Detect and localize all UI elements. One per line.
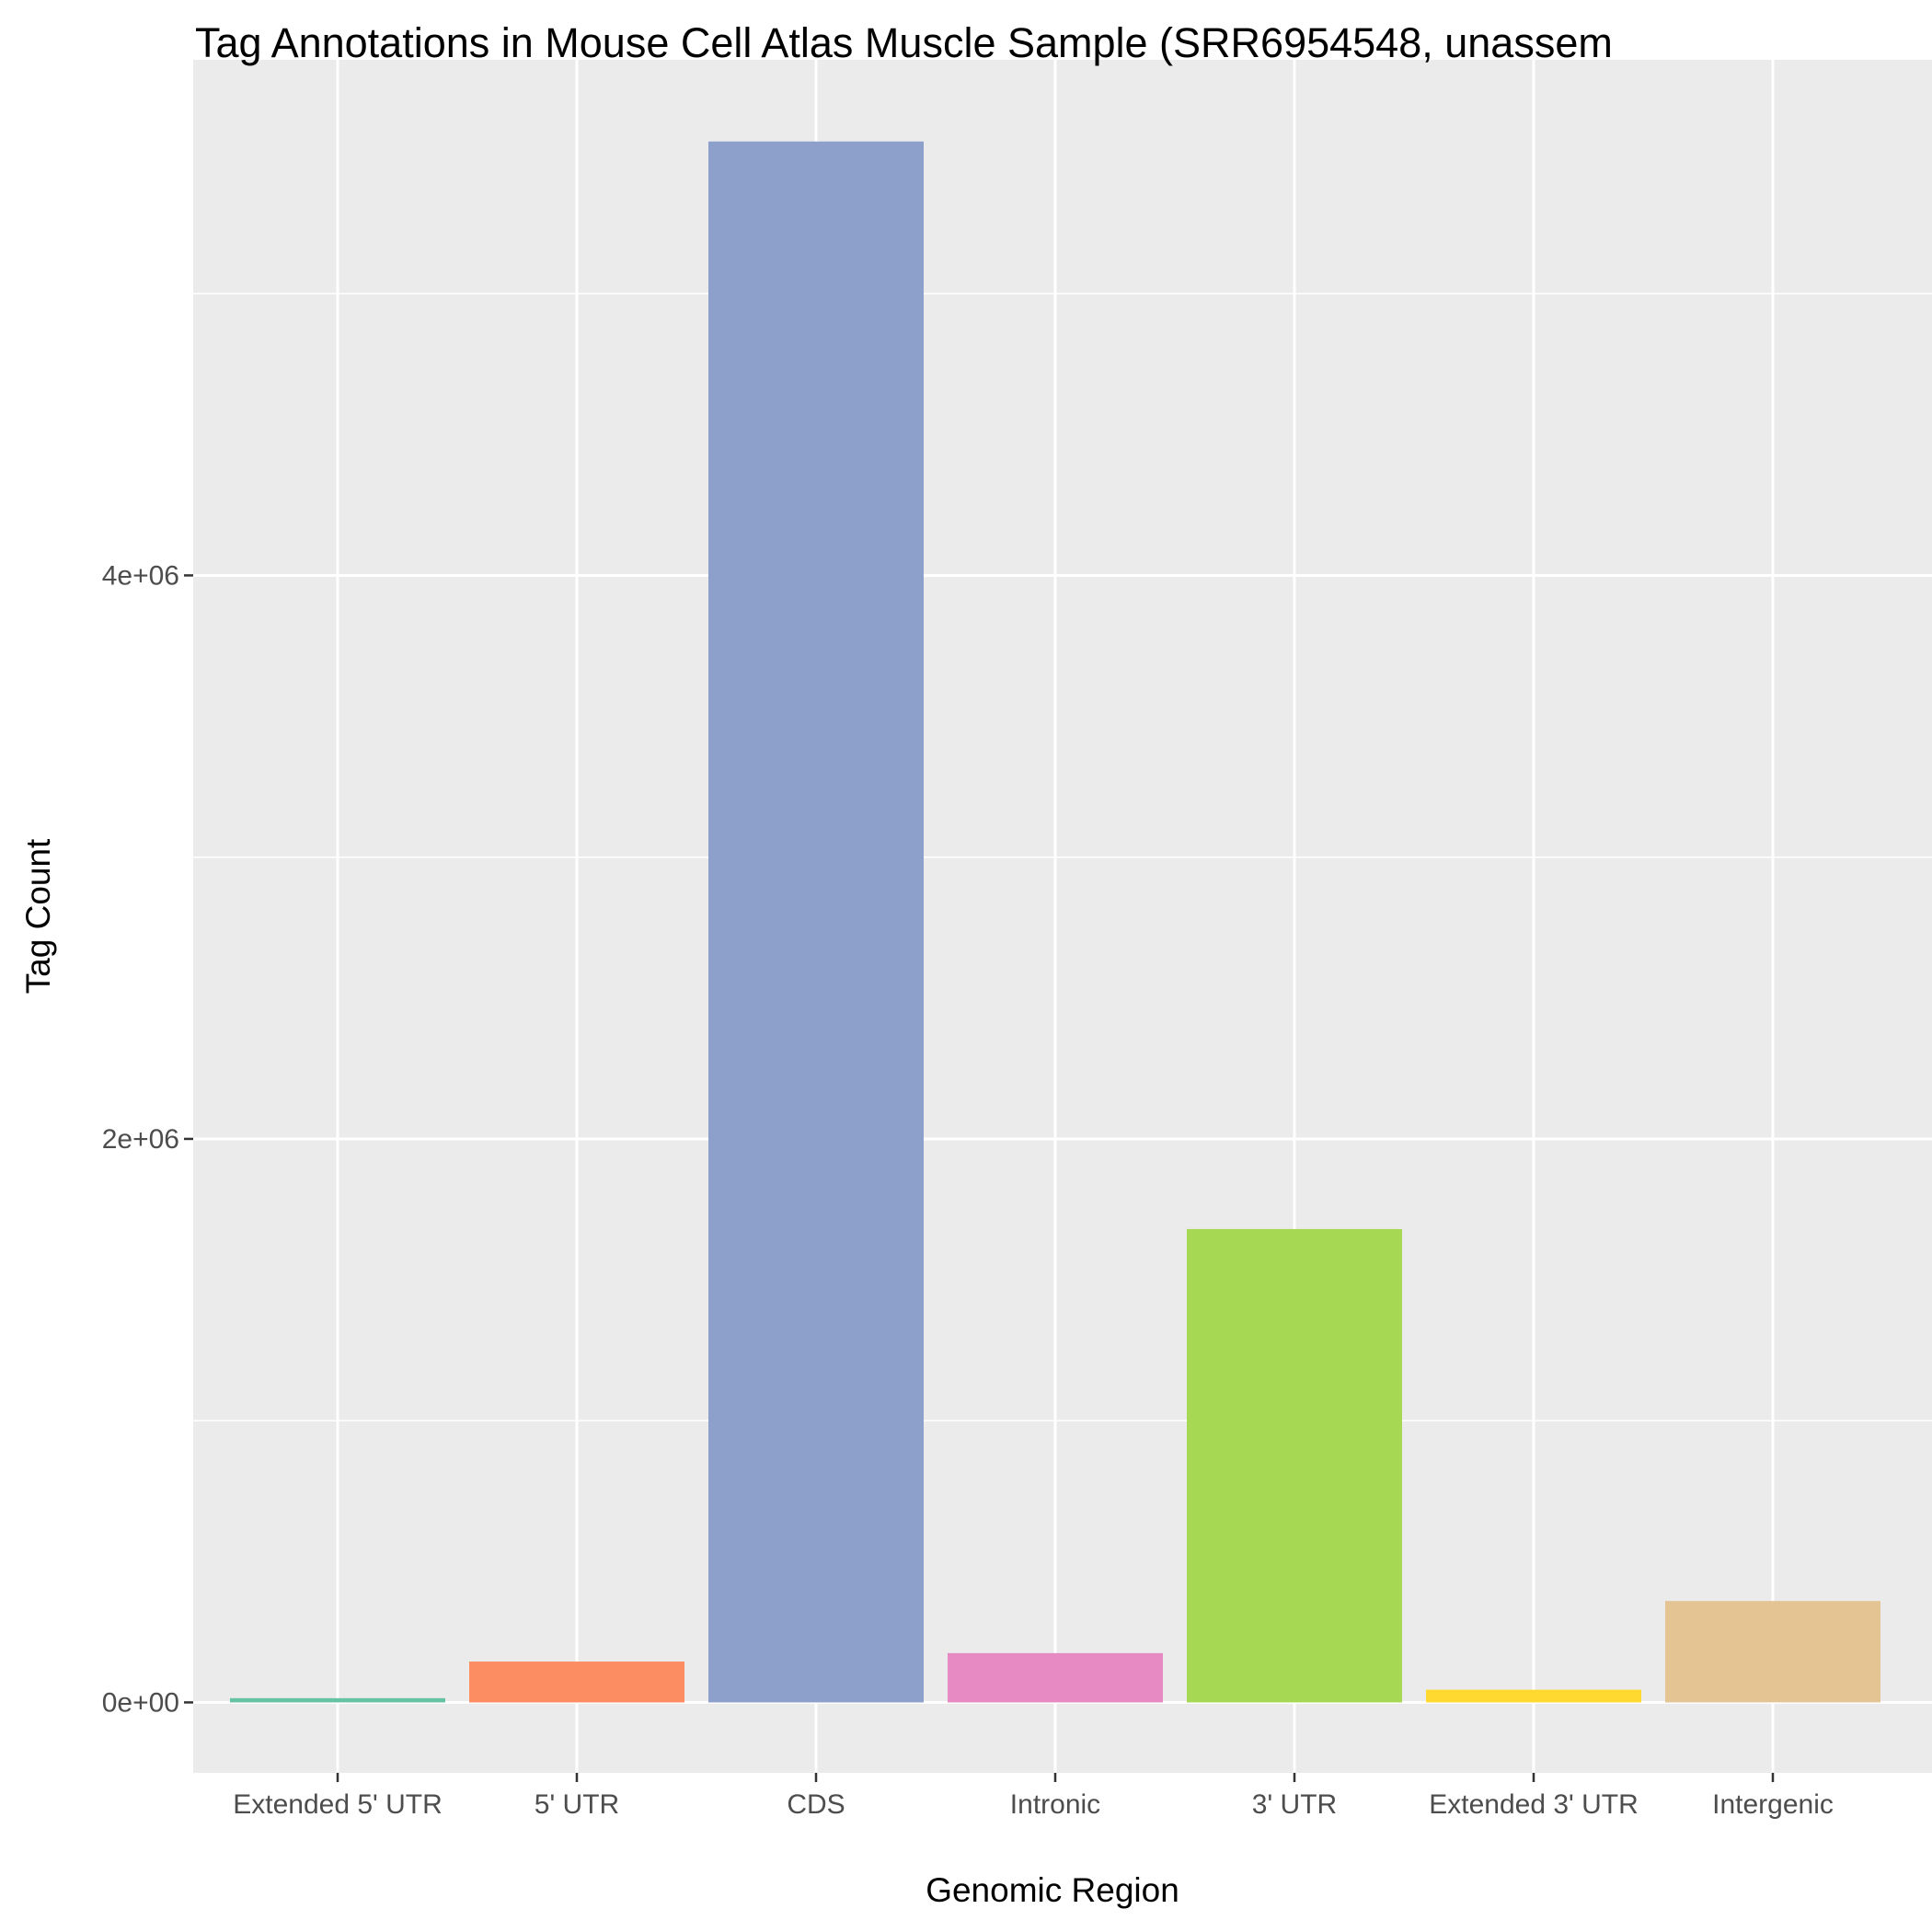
x-tick-label: 5' UTR: [535, 1789, 619, 1820]
bar-intronic: [948, 1652, 1163, 1703]
x-tick-label: 3' UTR: [1252, 1789, 1337, 1820]
bars: [230, 141, 1880, 1703]
x-tick-label: Extended 3' UTR: [1429, 1789, 1639, 1820]
y-tick-label: 2e+06: [102, 1124, 179, 1155]
x-tick-label: CDS: [787, 1789, 845, 1820]
y-axis: 0e+00 2e+06 4e+06: [102, 560, 193, 1718]
x-tick-label: Intronic: [1010, 1789, 1100, 1820]
plot-panel: [193, 60, 1932, 1773]
y-tick-label: 0e+00: [102, 1687, 179, 1718]
bar-intergenic: [1665, 1601, 1880, 1703]
bar-extended-5-utr: [230, 1697, 445, 1703]
bar-extended-3-utr: [1426, 1689, 1641, 1703]
x-axis-title: Genomic Region: [926, 1871, 1179, 1909]
chart-title: Tag Annotations in Mouse Cell Atlas Musc…: [195, 19, 1613, 66]
bar-3-utr: [1187, 1228, 1402, 1703]
y-axis-title: Tag Count: [19, 838, 57, 994]
y-tick-label: 4e+06: [102, 560, 179, 591]
x-axis: Extended 5' UTR 5' UTR CDS Intronic 3' UTR Ex…: [233, 1773, 1834, 1820]
bar-cds: [708, 141, 924, 1703]
bar-5-utr: [469, 1662, 684, 1703]
x-tick-label: Extended 5' UTR: [233, 1789, 443, 1820]
x-tick-label: Intergenic: [1712, 1789, 1834, 1820]
